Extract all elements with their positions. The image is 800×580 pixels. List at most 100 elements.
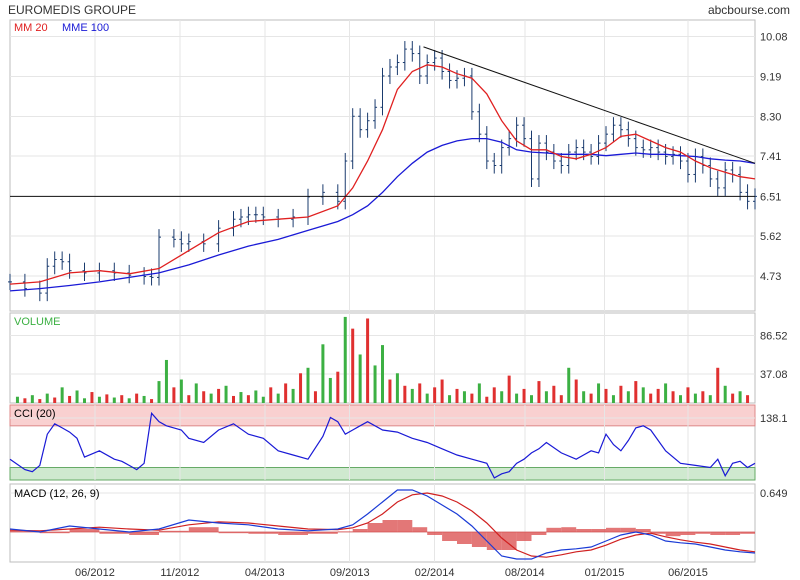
volume-bar (179, 379, 183, 403)
volume-bar (127, 398, 131, 403)
volume-bar (611, 395, 615, 403)
volume-bar (336, 371, 340, 403)
legend-mm20: MM 20 (14, 22, 48, 34)
x-tick-label: 08/2014 (505, 567, 545, 579)
volume-bar (246, 395, 250, 403)
volume-bar (15, 396, 19, 403)
volume-bar (626, 391, 630, 403)
cci-y-ticks: 138.1 (760, 413, 788, 425)
volume-bar (157, 381, 161, 403)
volume-bar (410, 388, 414, 403)
macd-hist-bar (516, 532, 532, 541)
volume-bar (299, 373, 303, 403)
volume-bar (164, 359, 168, 403)
macd-hist-bar (412, 527, 428, 532)
volume-bar (366, 318, 370, 403)
volume-bar (38, 399, 42, 403)
volume-bar (343, 316, 347, 403)
cci-panel: 138.1 CCI (20) (9, 404, 788, 481)
volume-bar (418, 383, 422, 403)
macd-hist-bar (680, 532, 696, 535)
volume-bar (440, 379, 444, 403)
volume-bar (649, 393, 653, 403)
legend-mme100: MME 100 (62, 22, 109, 34)
volume-bar (731, 393, 735, 403)
volume-bar (716, 367, 720, 403)
macd-hist-bar (10, 530, 40, 532)
macd-hist-bar (218, 532, 249, 534)
volume-bar (597, 383, 601, 403)
volume-bar (388, 379, 392, 403)
volume-bar (477, 383, 481, 403)
volume-bar (105, 394, 109, 403)
macd-hist-bar (650, 532, 666, 534)
source-label[interactable]: abcbourse.com (708, 3, 790, 17)
macd-hist-bar (486, 532, 502, 550)
volume-bar (530, 395, 533, 403)
macd-hist-bar (188, 527, 219, 532)
macd-hist-bar (620, 527, 636, 532)
macd-hist-bar (606, 527, 621, 532)
macd-hist-bar (99, 532, 130, 534)
volume-y-ticks: 86.52 37.08 (760, 330, 788, 381)
macd-hist-bar (546, 527, 562, 532)
y-tick-label: 37.08 (760, 369, 788, 381)
volume-bar (470, 393, 474, 403)
volume-bar (619, 385, 623, 403)
macd-line (9, 489, 756, 560)
mm20-line (9, 64, 756, 285)
volume-bar (217, 388, 221, 403)
volume-bar (53, 397, 57, 403)
volume-bar (358, 354, 362, 403)
macd-hist-bar (710, 532, 726, 535)
macd-signal-line (9, 492, 756, 558)
macd-hist-bar (442, 532, 457, 541)
macd-hist-bar (278, 532, 308, 535)
cci-label: CCI (20) (14, 408, 56, 420)
macd-hist-bar (427, 532, 443, 535)
price-panel: 10.08 9.19 8.30 7.41 6.51 5.62 4.73 MM 20 MME … (8, 19, 788, 312)
volume-bar (515, 393, 519, 403)
volume-bar (150, 399, 154, 403)
macd-hist-bar (129, 532, 159, 535)
volume-label: VOLUME (14, 316, 60, 328)
macd-panel: 0.649 MACD (12, 26, 9) (9, 483, 788, 563)
volume-bar (239, 392, 243, 403)
macd-hist-bar (561, 527, 577, 532)
volume-panel: 86.52 37.08 VOLUME (9, 312, 788, 404)
volume-bar (30, 395, 34, 403)
volume-bar (455, 388, 459, 403)
volume-bar (671, 391, 675, 403)
macd-y-ticks: 0.649 (760, 488, 788, 500)
volume-bar (559, 395, 563, 403)
volume-bar (276, 393, 280, 403)
y-tick-label: 4.73 (760, 271, 781, 283)
macd-hist-bar (591, 529, 606, 532)
volume-bar (462, 391, 466, 403)
volume-bar (351, 328, 355, 403)
y-tick-label: 5.62 (760, 231, 781, 243)
volume-bar (68, 395, 72, 403)
trendlines (10, 46, 756, 197)
macd-hist-bar (695, 532, 711, 534)
volume-bar (224, 385, 228, 403)
macd-hist-bar (635, 529, 651, 532)
volume-bar (60, 387, 64, 403)
volume-bar (589, 393, 593, 403)
volume-bar (738, 391, 742, 403)
volume-bar (135, 393, 139, 403)
x-tick-label: 06/2015 (668, 567, 708, 579)
macd-hist-bar (69, 529, 100, 532)
volume-bar (194, 383, 198, 403)
volume-bar (500, 391, 504, 403)
volume-bar (567, 367, 571, 403)
volume-bar (701, 391, 705, 403)
volume-bar (634, 381, 638, 403)
volume-bar (425, 393, 429, 403)
macd-hist-bar (248, 532, 279, 534)
macd-hist-bar (665, 532, 681, 537)
y-tick-label: 7.41 (760, 151, 781, 163)
macd-hist-bar (352, 529, 368, 532)
macd-hist-bar (576, 529, 592, 532)
